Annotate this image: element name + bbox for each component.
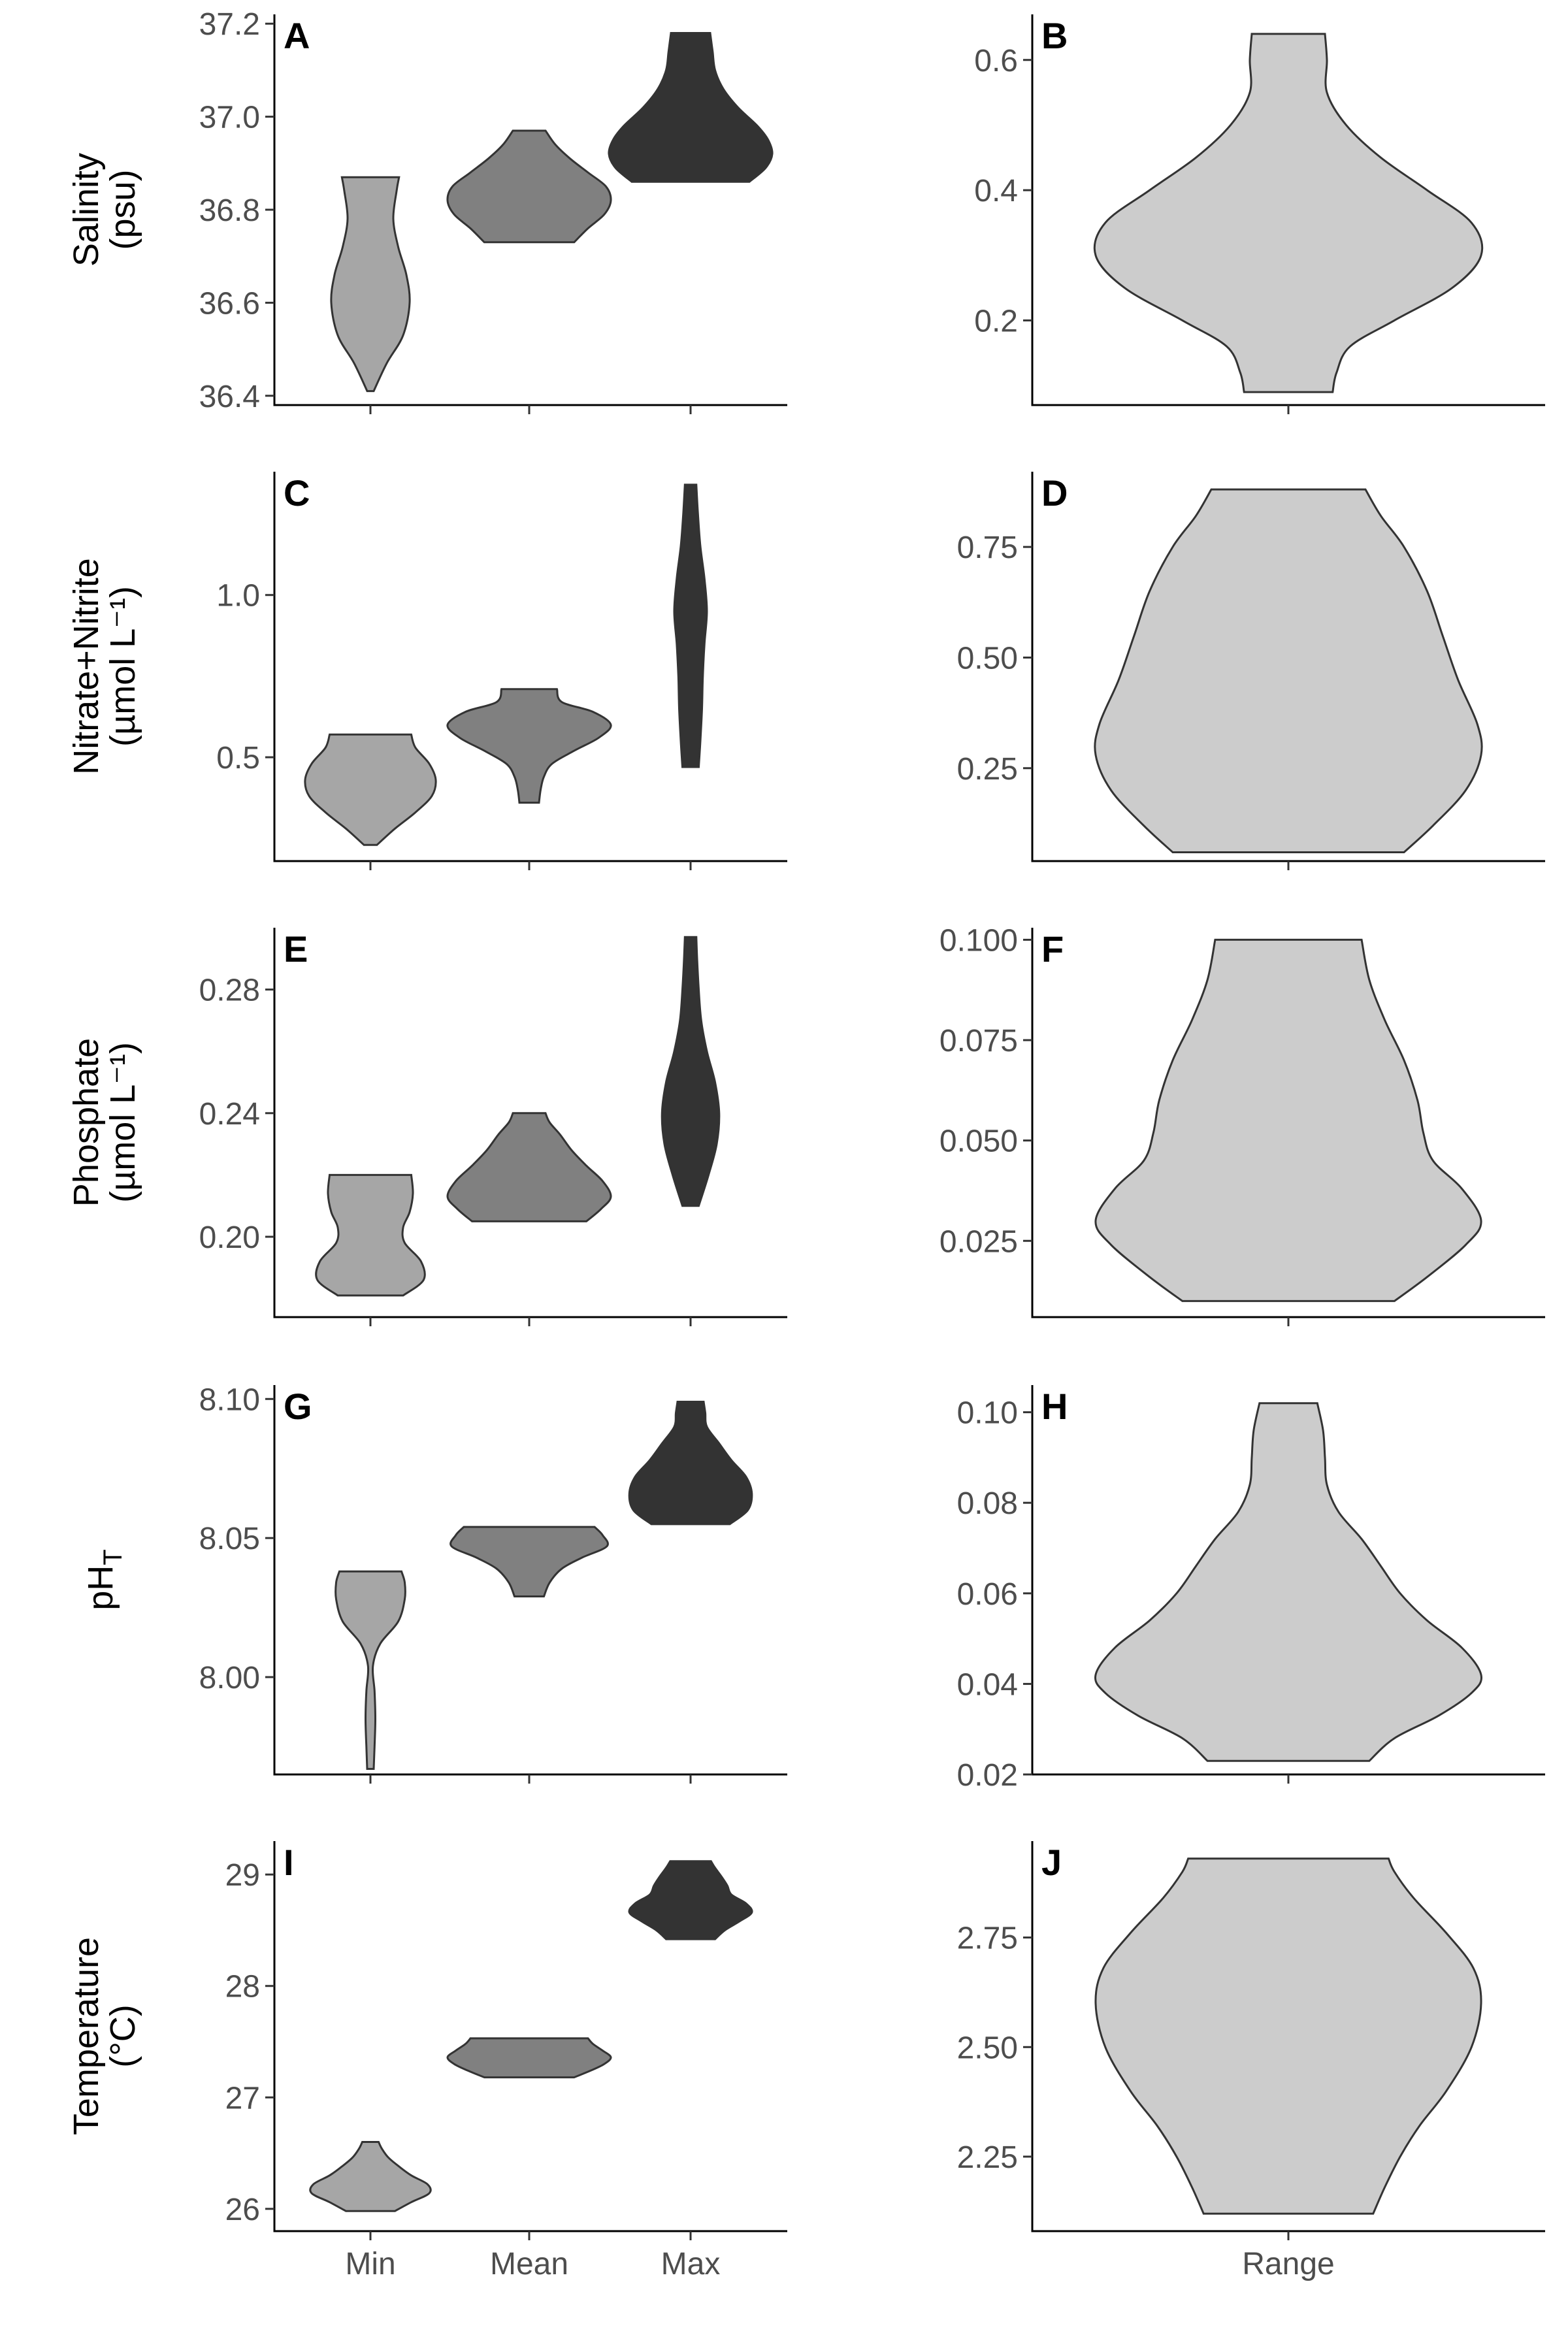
y-tick-label: 0.10 (957, 1396, 1018, 1431)
y-tick-label: 8.05 (199, 1522, 260, 1556)
y-tick-label: 29 (225, 1858, 260, 1893)
panel-letter: A (284, 15, 310, 56)
y-tick-label: 0.08 (957, 1486, 1018, 1521)
violin-mean (449, 1526, 609, 1597)
panel-letter: E (284, 928, 308, 970)
y-tick-label: 0.25 (957, 752, 1018, 787)
violin-min (304, 733, 437, 846)
violin-mean (446, 129, 612, 244)
panel-i: 26 27 28 29 Min Mean Max I Temperature(°C) (67, 1841, 787, 2281)
y-axis-title-line-1: Phosphate (67, 1038, 106, 1207)
panel-j: 2.25 2.50 2.75 Range J (957, 1841, 1545, 2281)
x-tick-label-max: Max (661, 2247, 721, 2281)
violin-range (1094, 1857, 1482, 2215)
panel-f: 0.025 0.050 0.075 0.100 F (939, 923, 1545, 1326)
y-tick-label: 0.20 (199, 1220, 260, 1255)
y-tick-label: 0.24 (199, 1097, 260, 1132)
y-tick-label: 2.50 (957, 2031, 1018, 2065)
panel-letter: G (284, 1386, 312, 1427)
y-tick-label: 0.025 (939, 1224, 1018, 1259)
violin-max (628, 1860, 753, 1940)
panel-letter: F (1041, 928, 1064, 970)
y-axis-title-line-1: Temperature (67, 1937, 106, 2135)
y-tick-label: 0.50 (957, 641, 1018, 676)
violin-max (608, 32, 774, 183)
violin-mean (446, 2037, 612, 2079)
y-tick-label: 36.6 (199, 286, 260, 321)
y-tick-label: 2.25 (957, 2140, 1018, 2175)
violin-max (628, 1401, 753, 1526)
x-tick-label-min: Min (345, 2247, 395, 2281)
violin-min (335, 1570, 406, 1770)
y-tick-label: 0.2 (974, 304, 1018, 338)
y-tick-label: 0.02 (957, 1758, 1018, 1793)
panel-letter: I (284, 1842, 294, 1883)
y-tick-label: 28 (225, 1970, 260, 2004)
panel-letter: H (1041, 1386, 1068, 1427)
panel-e: 0.20 0.24 0.28 E Phosphate(µmol L⁻¹) (67, 928, 787, 1326)
y-tick-label: 0.75 (957, 531, 1018, 565)
y-axis-title-line-2: (°C) (103, 2004, 142, 2068)
x-tick-label-range: Range (1242, 2247, 1334, 2281)
y-tick-label: 2.75 (957, 1921, 1018, 1956)
violin-range (1094, 488, 1483, 853)
violin-mean (446, 688, 612, 804)
panel-h: 0.02 0.04 0.06 0.08 0.10 H (957, 1385, 1545, 1793)
y-axis-title-line-1: Salinity (67, 153, 106, 267)
y-tick-label: 36.4 (199, 380, 260, 414)
violin-min (309, 2141, 432, 2212)
violin-range (1093, 33, 1484, 393)
violin-mean (446, 1112, 612, 1222)
violin-max (661, 936, 721, 1207)
violin-min (315, 1173, 426, 1297)
violin-max (673, 483, 708, 768)
panel-letter: J (1041, 1842, 1062, 1883)
y-tick-label: 0.6 (974, 44, 1018, 78)
y-axis-title-line-1: Nitrate+Nitrite (67, 558, 106, 775)
y-tick-label: 0.5 (216, 741, 260, 776)
y-tick-label: 37.0 (199, 101, 260, 135)
y-tick-label: 0.4 (974, 174, 1018, 208)
y-tick-label: 0.06 (957, 1577, 1018, 1612)
panel-c: 0.5 1.0 C Nitrate+Nitrite(µmol L⁻¹) (67, 472, 787, 870)
y-tick-label: 8.00 (199, 1661, 260, 1695)
panel-b: 0.2 0.4 0.6 B (974, 14, 1545, 414)
y-axis-title-line-2: (µmol L⁻¹) (103, 586, 142, 747)
y-tick-label: 27 (225, 2081, 260, 2115)
y-tick-label: 8.10 (199, 1382, 260, 1417)
violin-range (1094, 1402, 1483, 1762)
panel-letter: C (284, 472, 310, 514)
y-tick-label: 0.075 (939, 1024, 1018, 1058)
violin-min (330, 176, 411, 393)
violin-range (1094, 938, 1482, 1302)
y-tick-label: 37.2 (199, 7, 260, 42)
x-tick-label-mean: Mean (490, 2247, 568, 2281)
y-tick-label: 36.8 (199, 193, 260, 228)
panel-a: 36.4 36.6 36.8 37.0 37.2 A Salinity(psu) (67, 7, 787, 414)
y-tick-label: 0.050 (939, 1124, 1018, 1159)
panel-letter: B (1041, 15, 1068, 56)
y-tick-label: 1.0 (216, 579, 260, 613)
y-tick-label: 26 (225, 2193, 260, 2227)
y-tick-label: 0.100 (939, 923, 1018, 958)
y-axis-title-line-2: (µmol L⁻¹) (103, 1042, 142, 1203)
y-axis-title-line-2: (psu) (103, 169, 142, 250)
panel-letter: D (1041, 472, 1068, 514)
panels-layer: 36.4 36.6 36.8 37.0 37.2 A Salinity(psu) 0.2 0.4… (67, 7, 1545, 2281)
y-axis-title-subscript: T (99, 1549, 127, 1565)
panel-d: 0.25 0.50 0.75 D (957, 472, 1545, 870)
y-tick-label: 0.04 (957, 1667, 1018, 1702)
y-tick-label: 0.28 (199, 973, 260, 1008)
